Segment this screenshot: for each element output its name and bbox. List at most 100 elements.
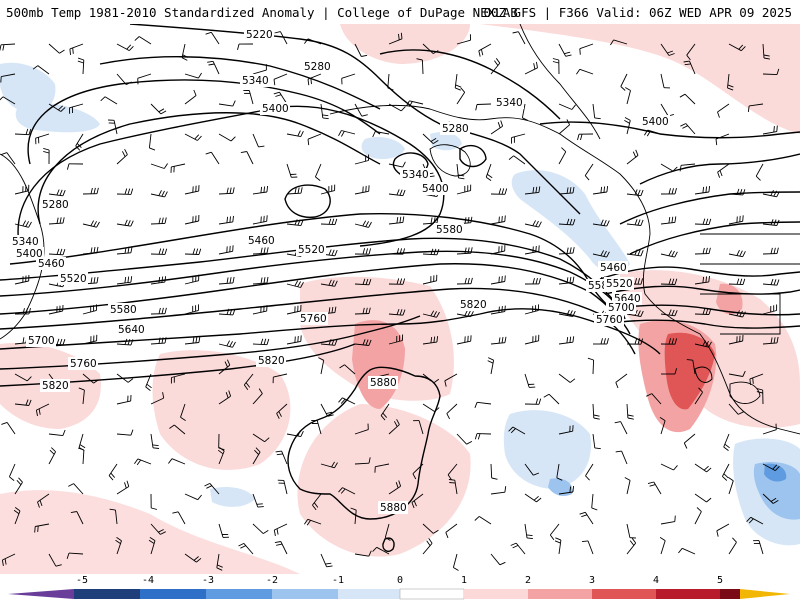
wind-barb-flag — [569, 378, 576, 383]
wind-barb — [584, 163, 594, 176]
contour-label: 5340 — [242, 75, 269, 87]
wind-barb-flag — [368, 278, 372, 285]
wind-barb-flag — [555, 537, 562, 541]
wind-barb-flag — [96, 246, 99, 253]
wind-barb — [307, 38, 322, 45]
wind-barb-flag — [276, 413, 280, 419]
wind-barb-flag — [706, 497, 712, 503]
wind-barb — [108, 463, 118, 476]
wind-barb — [388, 163, 403, 168]
wind-barb-flag — [433, 378, 440, 384]
wind-barb-flag — [772, 500, 779, 504]
anomaly-colorbar: -5 -4 -3 -2 -1 0 1 2 3 4 5 — [0, 574, 800, 600]
wind-barb-flag — [634, 278, 638, 285]
wind-barb-flag — [433, 336, 436, 343]
wind-barb-flag — [430, 138, 437, 142]
wind-barb — [388, 103, 402, 112]
colorbar-tick: 2 — [524, 575, 532, 586]
wind-barb — [728, 373, 743, 377]
wind-barb — [620, 421, 628, 435]
wind-barb-flag — [674, 368, 678, 375]
colorbar-segment — [720, 589, 740, 599]
wind-barb-flag — [455, 84, 462, 88]
wind-barb-flag — [266, 276, 269, 283]
wind-barb — [626, 223, 641, 226]
positive-anomaly-shading — [0, 24, 800, 574]
wind-barb-flag — [640, 219, 644, 226]
wind-barb-flag — [260, 338, 264, 345]
wind-barb — [388, 313, 403, 316]
wind-barb-flag — [674, 278, 678, 285]
contour-label: 5520 — [298, 244, 325, 256]
wind-barb — [354, 462, 370, 465]
wind-barb — [150, 281, 165, 285]
wind-barb-flag — [742, 311, 746, 318]
wind-barb-flag — [684, 63, 691, 66]
wind-barb-flag — [264, 437, 270, 443]
wind-barb — [116, 433, 131, 436]
wind-barb-flag — [262, 530, 269, 534]
wind-barb-flag — [627, 417, 634, 420]
wind-barb-flag — [195, 336, 198, 343]
colorbar-tick: -5 — [75, 575, 89, 586]
wind-barb-flag — [266, 215, 268, 222]
wind-barb-flag — [466, 441, 473, 445]
wind-barb — [422, 341, 437, 345]
model-run-info: 00Z GFS | F366 Valid: 06Z WED APR 09 202… — [483, 5, 792, 20]
wind-barb — [762, 493, 774, 504]
wind-barb-flag — [294, 187, 297, 194]
wind-barb — [274, 523, 288, 531]
wind-barb — [524, 523, 528, 538]
wind-barb-flag — [600, 338, 603, 345]
wind-barb-flag — [232, 276, 235, 283]
wind-barb-flag — [59, 49, 65, 54]
wind-barb-flag — [327, 414, 334, 417]
wind-barb — [762, 223, 777, 226]
wind-barb-flag — [312, 504, 317, 511]
wind-barb — [388, 424, 400, 435]
wind-barb — [626, 403, 629, 419]
wind-barb — [354, 510, 357, 525]
wind-barb-flag — [260, 186, 263, 193]
wind-barb — [422, 313, 437, 318]
wind-barb-flag — [667, 50, 674, 54]
wind-barb-flag — [266, 247, 269, 254]
wind-barb-flag — [708, 341, 712, 348]
wind-barb-flag — [161, 248, 165, 255]
wind-barb-flag — [297, 130, 301, 137]
wind-barb — [490, 311, 505, 315]
wind-barb-flag — [130, 429, 134, 436]
wind-barb-flag — [1, 152, 8, 156]
wind-barb-flag — [500, 120, 504, 127]
wind-barb-flag — [436, 248, 440, 255]
wind-barb-flag — [430, 248, 434, 255]
wind-barb — [82, 449, 85, 465]
wind-barb-flag — [96, 276, 99, 283]
wind-barb — [490, 553, 501, 566]
wind-barb-flag — [294, 280, 299, 287]
wind-barb — [174, 424, 186, 435]
contour-label: 5280 — [442, 123, 469, 135]
wind-barb-flag — [232, 341, 236, 348]
wind-barb-flag — [149, 537, 156, 541]
wind-barb — [184, 95, 197, 105]
wind-barb — [490, 62, 501, 75]
wind-barb-flag — [579, 511, 586, 515]
wind-barb-flag — [385, 537, 391, 541]
wind-barb-flag — [16, 479, 22, 486]
wind-barb-flag — [625, 87, 631, 91]
wind-barb — [728, 403, 739, 415]
wind-barb — [184, 220, 199, 225]
wind-barb-flag — [566, 336, 569, 344]
wind-barb-flag — [556, 477, 563, 481]
wind-barb — [354, 223, 369, 228]
wind-barb-flag — [297, 219, 301, 226]
wind-barb-flag — [501, 276, 503, 283]
wind-barb-flag — [455, 87, 461, 91]
wind-barb-flag — [474, 402, 478, 408]
wind-barb-flag — [433, 311, 437, 317]
wind-barb-flag — [62, 339, 66, 345]
wind-barb — [592, 191, 607, 195]
wind-barb-flag — [538, 398, 542, 405]
wind-barb-flag — [727, 87, 734, 91]
